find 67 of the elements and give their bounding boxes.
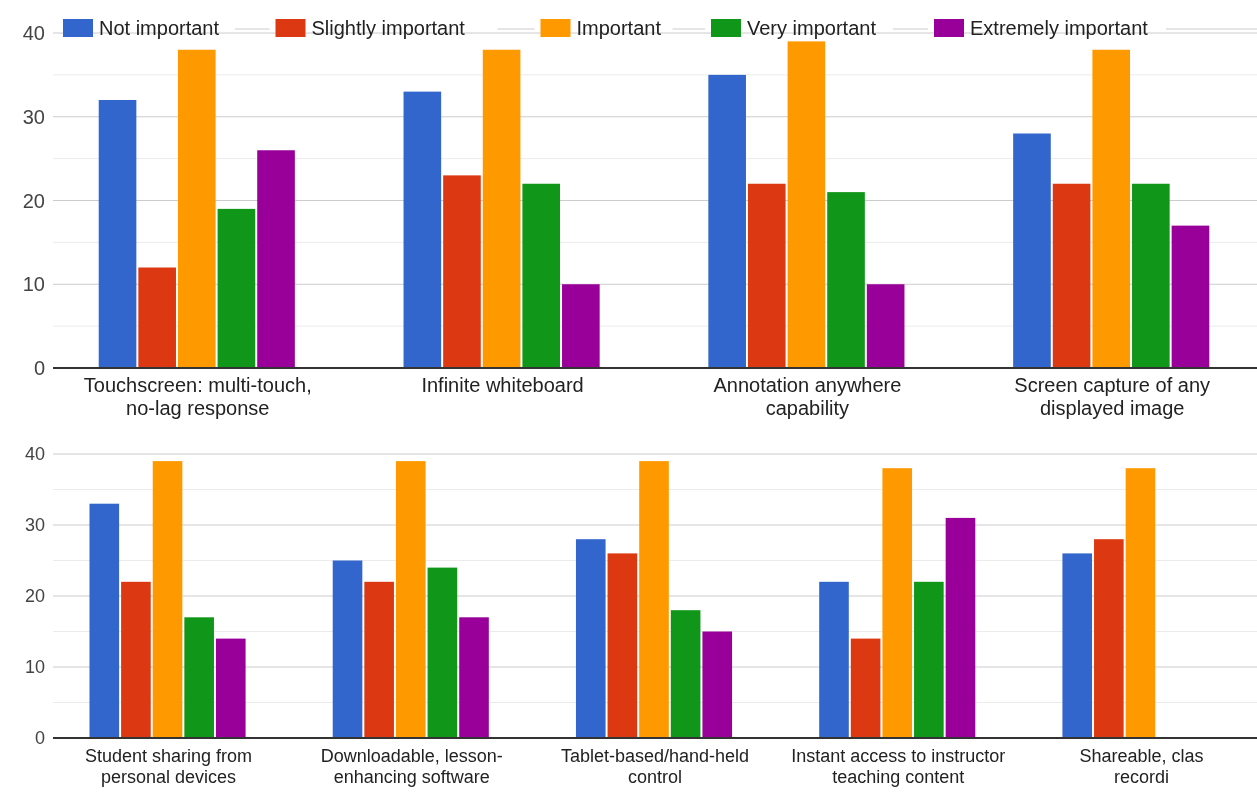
legend-label: Slightly important xyxy=(311,17,466,39)
bar xyxy=(364,581,394,738)
bar xyxy=(1092,49,1131,368)
bar xyxy=(1094,539,1124,738)
bar xyxy=(177,49,216,368)
bar xyxy=(670,610,701,738)
bar xyxy=(403,91,442,368)
x-tick-label: Shareable, clas recordi xyxy=(1079,746,1204,787)
bar xyxy=(850,638,881,738)
bar xyxy=(702,631,733,738)
bar xyxy=(152,461,183,738)
bar xyxy=(427,567,458,738)
bar xyxy=(443,175,481,368)
bar xyxy=(1171,225,1210,368)
bar xyxy=(121,581,151,738)
legend-label: Not important xyxy=(99,17,220,39)
bar xyxy=(562,284,600,368)
bar xyxy=(89,503,120,738)
bar xyxy=(1052,183,1091,368)
bar xyxy=(184,617,214,738)
bar xyxy=(257,150,295,368)
bar xyxy=(882,468,913,738)
y-tick-label: 0 xyxy=(34,728,45,749)
bar xyxy=(575,539,606,738)
x-tick-label: Downloadable, lesson- enhancing software xyxy=(320,746,503,787)
y-tick-label: 40 xyxy=(22,22,45,44)
bar xyxy=(332,560,363,738)
y-tick-label: 40 xyxy=(24,444,45,465)
y-tick-label: 10 xyxy=(24,657,45,678)
bar xyxy=(395,461,426,738)
bar xyxy=(747,183,786,368)
x-tick-label: Student sharing from personal devices xyxy=(84,746,253,787)
bar xyxy=(98,100,137,368)
y-tick-label: 20 xyxy=(22,189,45,212)
x-tick-label: Infinite whiteboard xyxy=(421,374,584,396)
bar xyxy=(787,41,826,368)
bar xyxy=(1062,553,1093,738)
legend-label: Important xyxy=(576,17,662,39)
legend-label: Very important xyxy=(747,17,877,39)
bar xyxy=(1132,183,1170,368)
bar xyxy=(459,617,489,738)
bar xyxy=(866,284,905,368)
y-tick-label: 0 xyxy=(33,357,45,379)
bar xyxy=(945,517,976,738)
bar xyxy=(482,49,521,368)
bar xyxy=(1013,133,1051,368)
bar xyxy=(138,267,176,368)
y-tick-label: 30 xyxy=(22,105,45,128)
bar xyxy=(819,581,849,738)
y-tick-label: 10 xyxy=(22,273,45,296)
bar xyxy=(522,183,561,368)
x-tick-label: Annotation anywhere capability xyxy=(713,374,902,419)
bar xyxy=(607,553,638,738)
bar xyxy=(1125,468,1156,738)
y-tick-label: 20 xyxy=(24,586,45,607)
x-tick-label: Touchscreen: multi-touch, no-lag response xyxy=(83,374,312,419)
bar xyxy=(639,461,669,738)
bar xyxy=(217,208,256,368)
legend-label: Extremely important xyxy=(970,17,1149,39)
x-tick-label: Instant access to instructor teaching content xyxy=(791,746,1006,787)
x-tick-label: Screen capture of any displayed image xyxy=(1014,374,1211,419)
bar xyxy=(914,581,944,738)
bar xyxy=(215,638,246,738)
x-tick-label: Tablet-based/hand-held control xyxy=(560,746,750,787)
y-tick-label: 30 xyxy=(24,515,45,536)
bar xyxy=(827,192,865,368)
bar xyxy=(708,74,746,368)
